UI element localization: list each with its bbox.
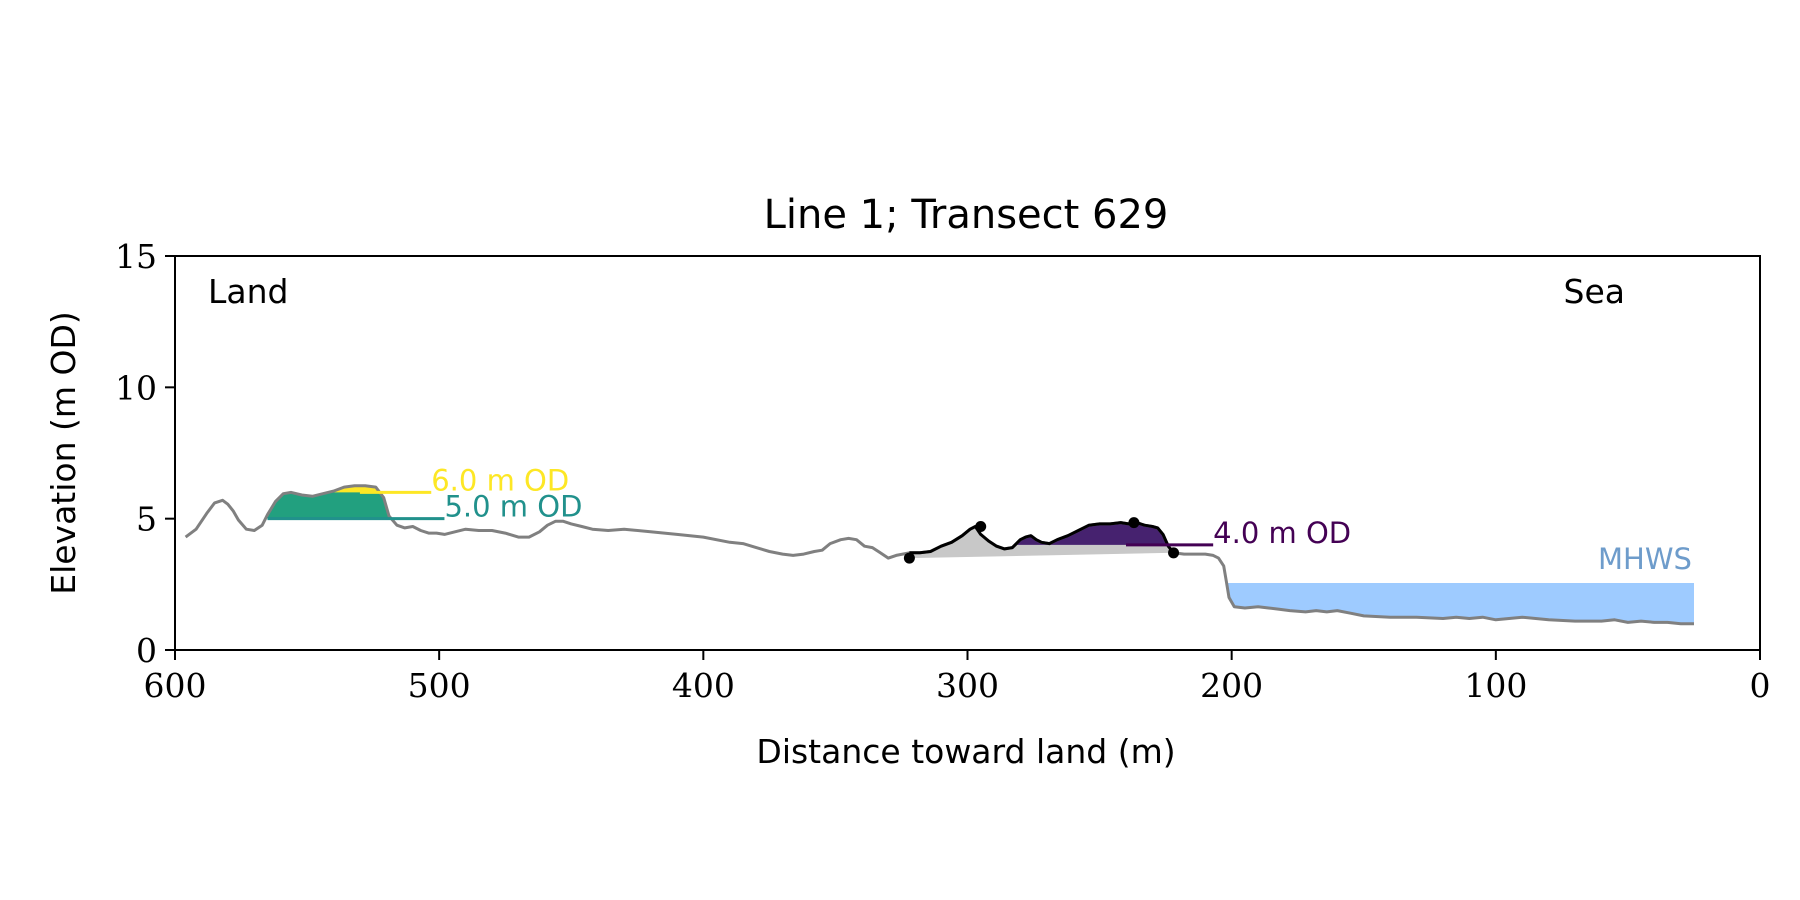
dune-outline-line [909, 521, 1175, 555]
level-label-3: 4.0 m OD [1213, 516, 1351, 550]
axis-ticks: 600 500 400 300 200 100 0 0 5 10 15 [115, 237, 1771, 705]
level-label-2: 5.0 m OD [444, 490, 582, 524]
mhws-label: MHWS [1598, 542, 1692, 576]
y-tick-label-4: 15 [115, 237, 157, 276]
dune-crest-point-4 [1168, 547, 1180, 559]
y-tick-label-1: 0 [136, 631, 157, 670]
x-tick-label-2: 500 [408, 666, 471, 705]
x-tick-label-4: 300 [936, 666, 999, 705]
dune-crest-point-3 [1128, 517, 1140, 529]
x-tick-label-3: 400 [672, 666, 735, 705]
mhws-band [1226, 581, 1694, 624]
land-label: Land [208, 272, 288, 311]
plot-area: 6.0 m OD5.0 m OD 4.0 m OD MHWS [184, 463, 1694, 626]
x-tick-label-1: 600 [144, 666, 207, 705]
dune-crest-point-1 [903, 552, 915, 564]
y-tick-label-2: 5 [136, 500, 157, 539]
dune-crest-point-2 [975, 521, 987, 533]
x-tick-label-5: 200 [1200, 666, 1263, 705]
fill-above-4m [1015, 522, 1174, 545]
y-axis-label: Elevation (m OD) [44, 311, 83, 595]
fill-above-5m [267, 485, 395, 519]
y-tick-label-3: 10 [115, 368, 157, 407]
level-label-1: 6.0 m OD [431, 463, 569, 497]
x-tick-label-7: 0 [1750, 666, 1771, 705]
x-axis-label: Distance toward land (m) [756, 732, 1175, 771]
sea-label: Sea [1564, 272, 1625, 311]
chart-title: Line 1; Transect 629 [764, 192, 1169, 238]
x-tick-label-6: 100 [1464, 666, 1527, 705]
